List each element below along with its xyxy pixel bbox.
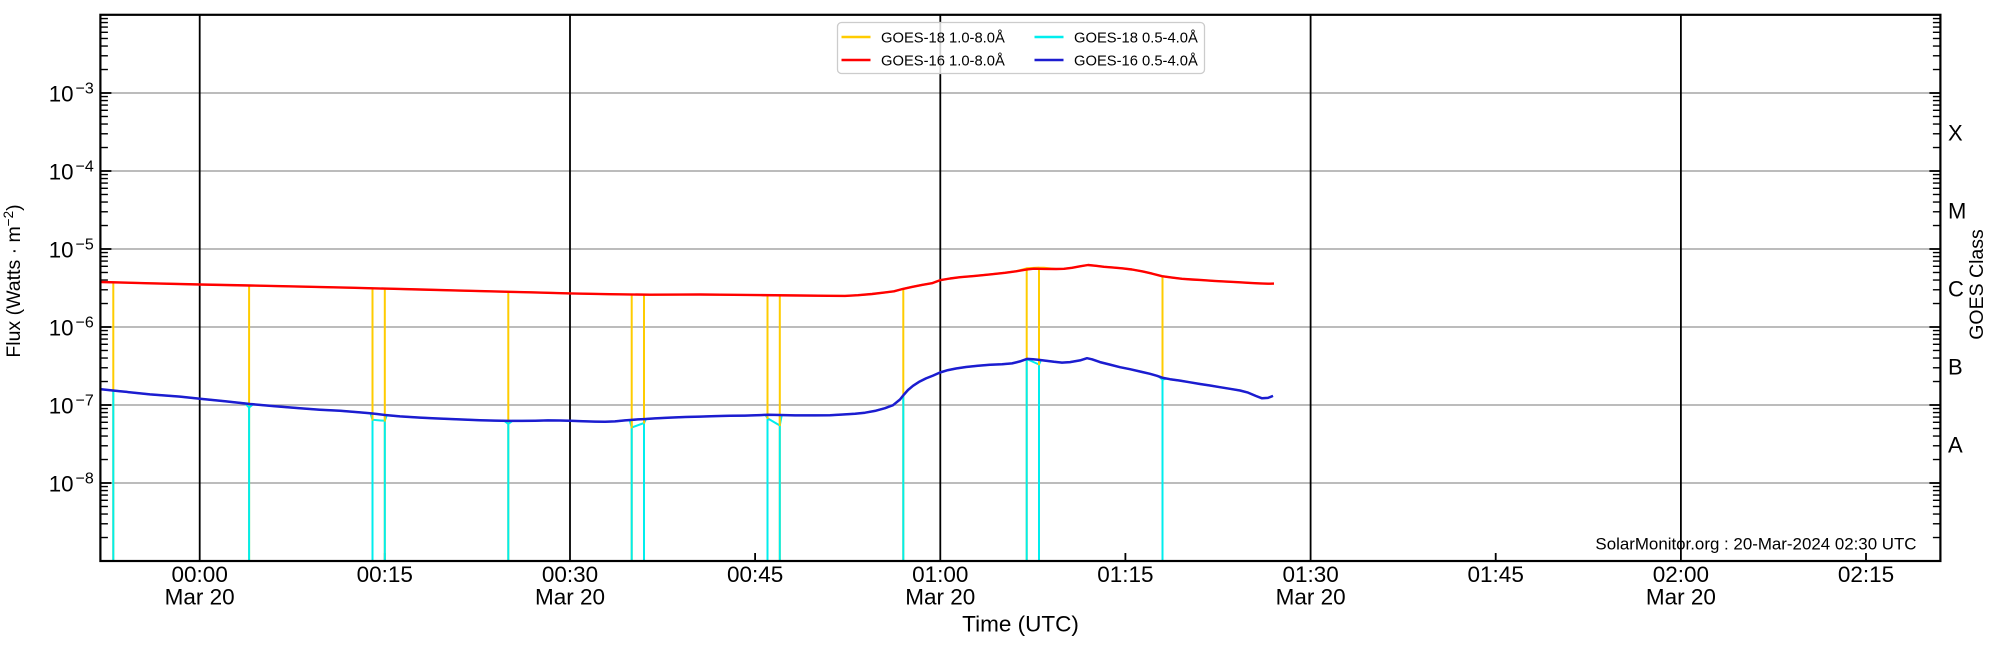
svg-text:C: C: [1948, 276, 1964, 301]
svg-text:00:15: 00:15: [357, 562, 413, 587]
svg-text:00:45: 00:45: [727, 562, 783, 587]
svg-text:02:00: 02:00: [1653, 562, 1709, 587]
svg-text:00:30: 00:30: [542, 562, 598, 587]
svg-text:01:00: 01:00: [912, 562, 968, 587]
svg-text:02:15: 02:15: [1838, 562, 1894, 587]
svg-text:Mar 20: Mar 20: [905, 585, 975, 610]
svg-text:Mar 20: Mar 20: [1646, 585, 1716, 610]
svg-text:10: 10: [49, 159, 74, 184]
svg-text:00:00: 00:00: [172, 562, 228, 587]
svg-text:GOES-18 1.0-8.0Å: GOES-18 1.0-8.0Å: [881, 29, 1005, 46]
svg-text:01:15: 01:15: [1097, 562, 1153, 587]
svg-text:−7: −7: [76, 393, 94, 410]
svg-text:Flux (Watts · m−2): Flux (Watts · m−2): [1, 204, 25, 357]
svg-text:GOES-18 0.5-4.0Å: GOES-18 0.5-4.0Å: [1074, 29, 1198, 46]
svg-text:10: 10: [49, 471, 74, 496]
svg-text:B: B: [1948, 354, 1963, 379]
svg-text:01:30: 01:30: [1282, 562, 1338, 587]
svg-text:Time (UTC): Time (UTC): [962, 612, 1079, 637]
svg-text:Mar 20: Mar 20: [535, 585, 605, 610]
svg-text:−3: −3: [76, 81, 94, 98]
svg-text:01:45: 01:45: [1468, 562, 1524, 587]
svg-text:GOES Class: GOES Class: [1966, 229, 1988, 340]
svg-text:Mar 20: Mar 20: [1276, 585, 1346, 610]
svg-text:−4: −4: [76, 159, 94, 176]
svg-text:X: X: [1948, 120, 1963, 145]
svg-text:GOES-16 0.5-4.0Å: GOES-16 0.5-4.0Å: [1074, 52, 1198, 69]
svg-text:−6: −6: [76, 315, 94, 332]
svg-text:GOES-16 1.0-8.0Å: GOES-16 1.0-8.0Å: [881, 52, 1005, 69]
svg-text:−5: −5: [76, 237, 94, 254]
svg-text:10: 10: [49, 237, 74, 262]
svg-text:A: A: [1948, 432, 1963, 457]
svg-text:M: M: [1948, 198, 1966, 223]
svg-text:−8: −8: [76, 471, 94, 488]
svg-text:Mar 20: Mar 20: [165, 585, 235, 610]
svg-text:10: 10: [49, 81, 74, 106]
svg-text:10: 10: [49, 315, 74, 340]
svg-text:10: 10: [49, 393, 74, 418]
svg-text:SolarMonitor.org : 20-Mar-2024: SolarMonitor.org : 20-Mar-2024 02:30 UTC: [1595, 535, 1916, 554]
